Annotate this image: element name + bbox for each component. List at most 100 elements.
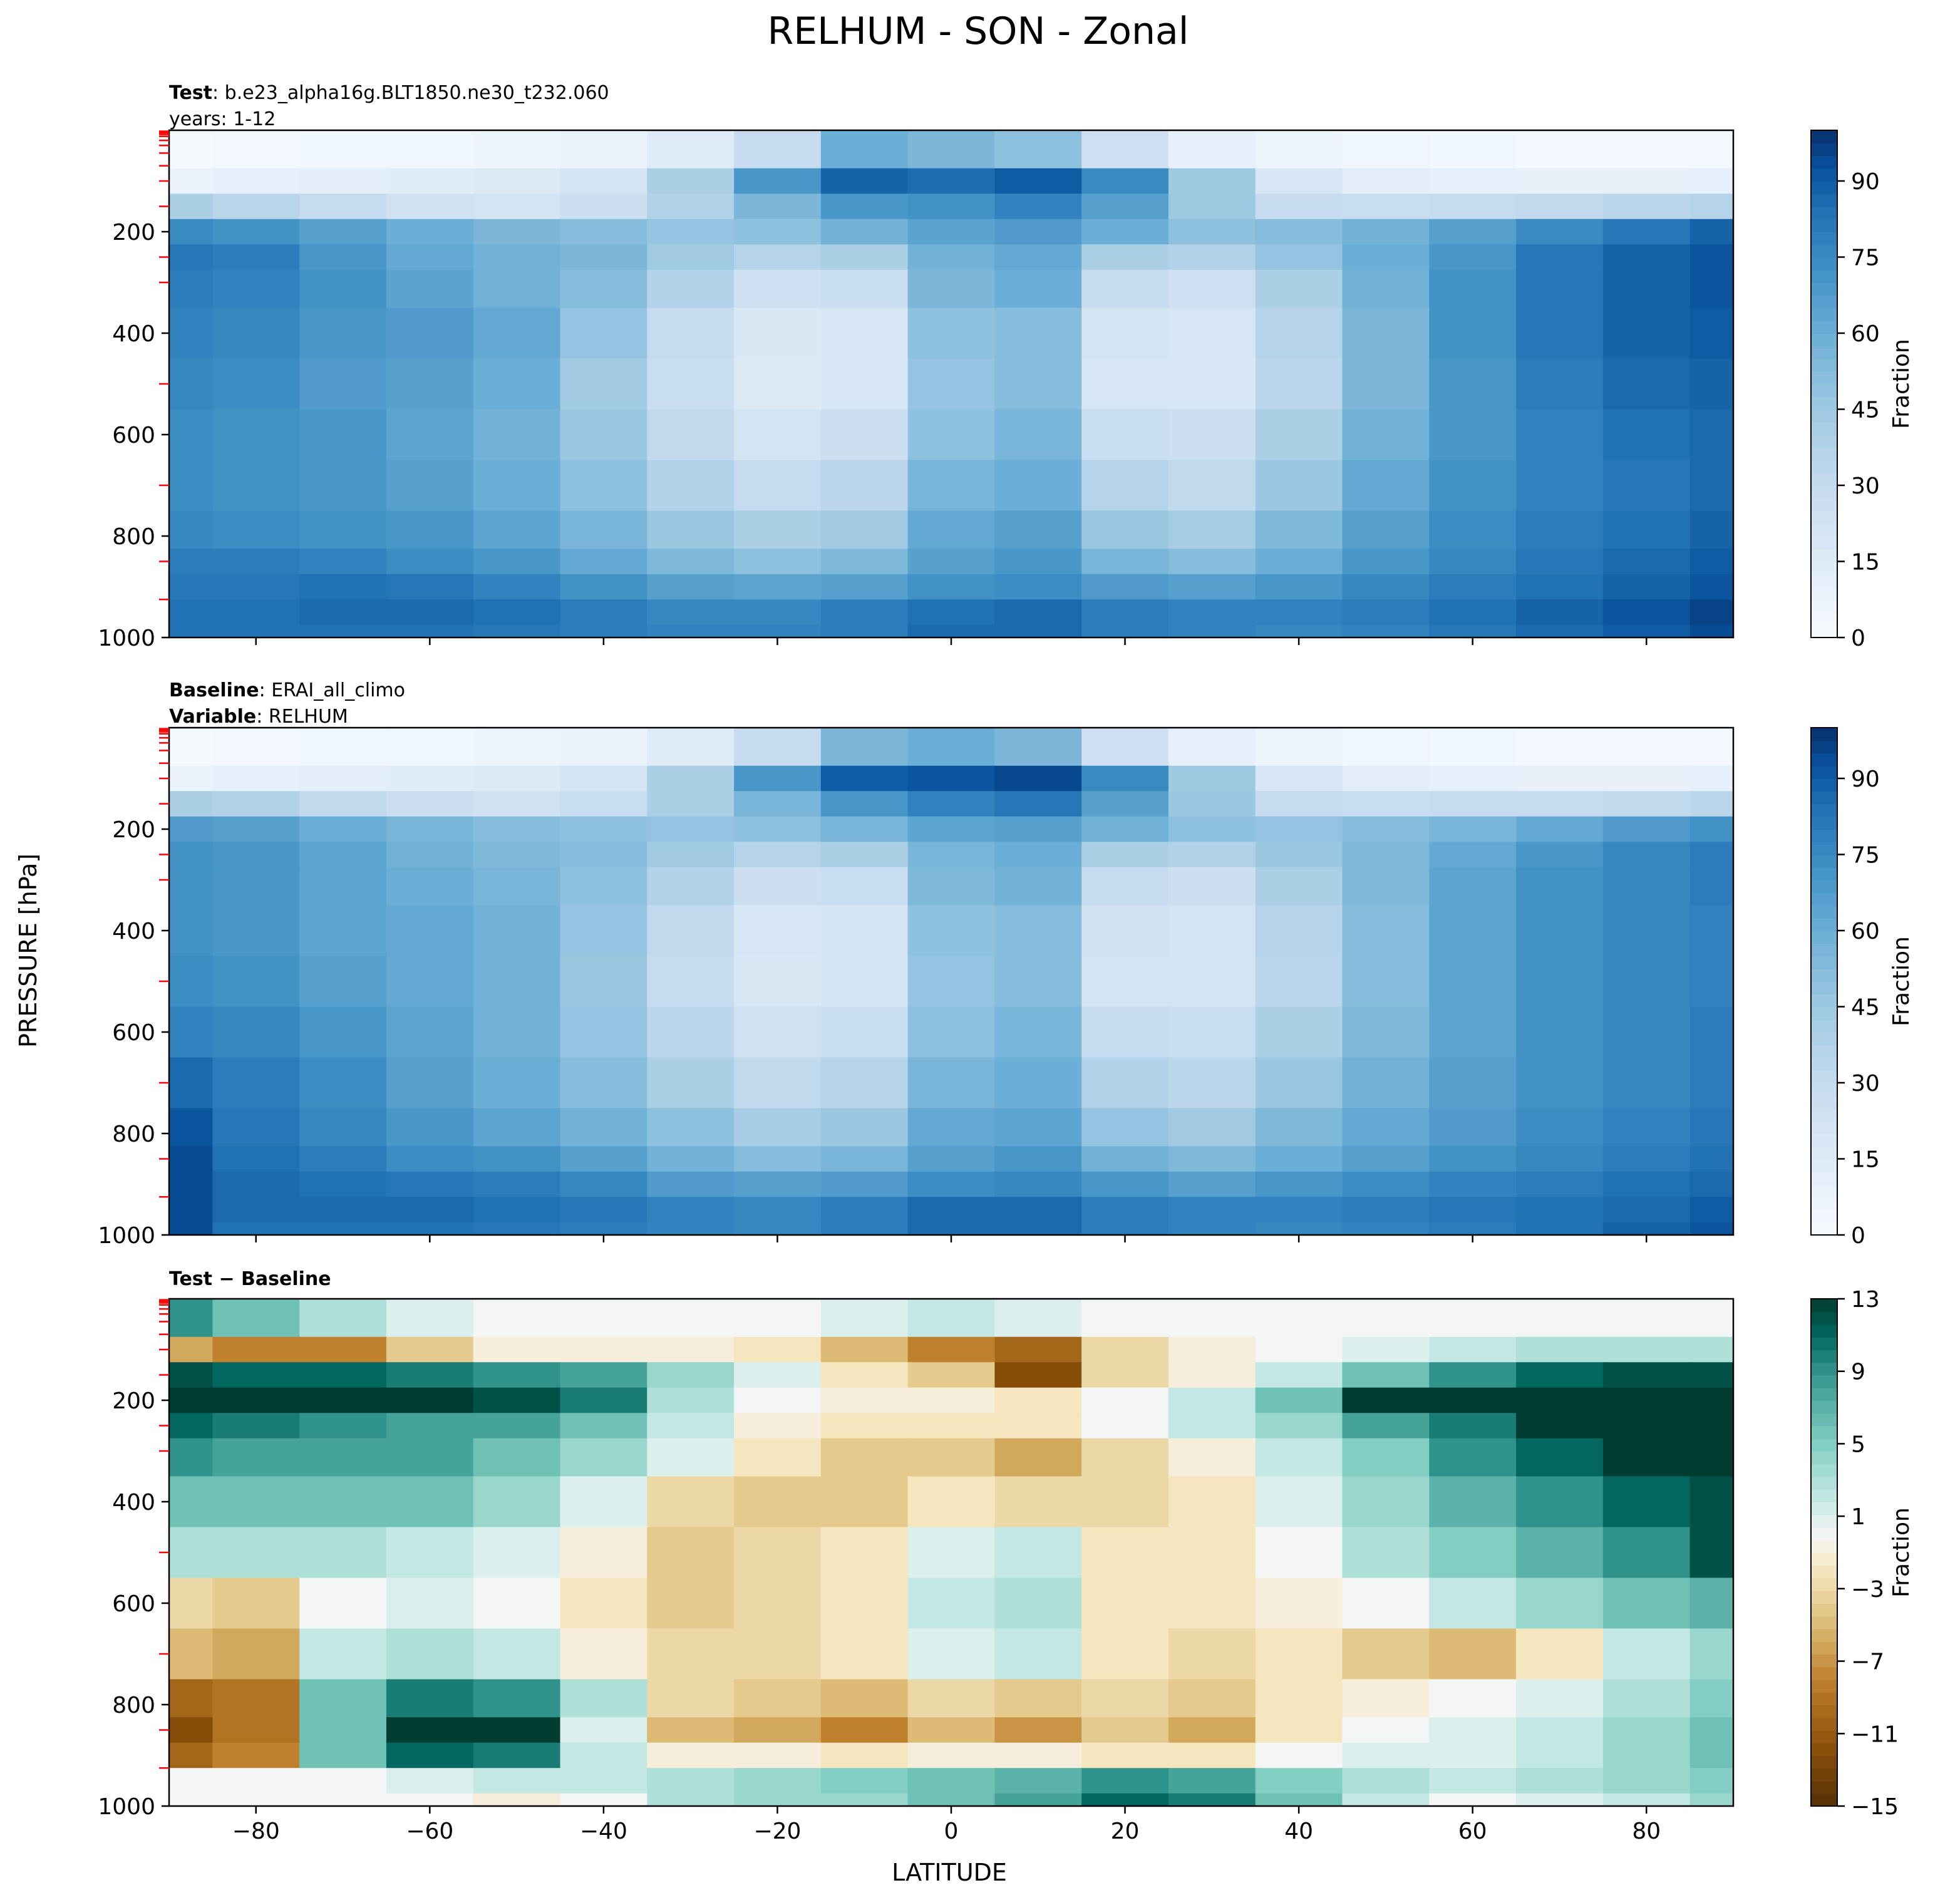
heatmap-cell bbox=[1602, 219, 1691, 245]
heatmap-cell bbox=[299, 791, 387, 817]
heatmap-cell bbox=[212, 1146, 301, 1172]
heatmap-cell bbox=[1429, 358, 1517, 410]
heatmap-cell bbox=[647, 956, 735, 1008]
colorbar-segment bbox=[1811, 1438, 1837, 1452]
heatmap-cell bbox=[907, 1336, 996, 1363]
heatmap-cell bbox=[1342, 460, 1430, 512]
heatmap-cell bbox=[1429, 1628, 1517, 1680]
colorbar-segment bbox=[1811, 1691, 1837, 1705]
heatmap-cell bbox=[734, 1717, 822, 1743]
heatmap-cell bbox=[820, 842, 909, 868]
heatmap-cell bbox=[1429, 219, 1517, 245]
heatmap-cell bbox=[1168, 1362, 1256, 1388]
heatmap-cell bbox=[1342, 1057, 1430, 1109]
panel-label: years: 1-12 bbox=[169, 108, 276, 130]
heatmap-cell bbox=[299, 1628, 387, 1680]
heatmap-cell bbox=[1689, 1793, 1733, 1806]
heatmap-cell bbox=[1516, 1438, 1604, 1477]
heatmap-cell bbox=[560, 1527, 648, 1579]
heatmap-cell bbox=[1429, 791, 1517, 817]
heatmap-cell bbox=[1081, 1362, 1169, 1388]
heatmap-cell bbox=[1255, 1628, 1343, 1680]
heatmap-cell bbox=[1429, 409, 1517, 461]
heatmap-cell bbox=[1689, 791, 1733, 817]
heatmap-cell bbox=[1602, 269, 1691, 309]
heatmap-cell bbox=[994, 1171, 1083, 1198]
heatmap-cell bbox=[386, 219, 474, 245]
heatmap-cell bbox=[1168, 1057, 1256, 1109]
colorbar-segment bbox=[1811, 1095, 1837, 1109]
heatmap-cell bbox=[169, 244, 214, 271]
heatmap-cell bbox=[1689, 1413, 1733, 1439]
panel-test: Test: b.e23_alpha16g.BLT1850.ne30_t232.0… bbox=[98, 82, 1914, 651]
heatmap-cell bbox=[1689, 1476, 1733, 1528]
heatmap-cell bbox=[473, 244, 561, 271]
colorbar-segment bbox=[1811, 1222, 1837, 1236]
heatmap-cell bbox=[1516, 1057, 1604, 1109]
colorbar-segment bbox=[1811, 1679, 1837, 1693]
heatmap-cell bbox=[1602, 510, 1691, 550]
colorbar-segment bbox=[1811, 791, 1837, 805]
heatmap-cell bbox=[1255, 194, 1343, 220]
x-tick-label: 80 bbox=[1632, 1819, 1661, 1844]
heatmap-cell bbox=[212, 1679, 301, 1718]
heatmap-cell bbox=[299, 956, 387, 1008]
heatmap-cell bbox=[1342, 599, 1430, 626]
heatmap-cell bbox=[734, 1742, 822, 1769]
heatmap-cell bbox=[994, 1793, 1083, 1806]
colorbar-tick-label: 75 bbox=[1851, 245, 1880, 271]
colorbar-segment bbox=[1811, 612, 1837, 626]
heatmap-cell bbox=[1342, 307, 1430, 359]
colorbar-segment bbox=[1811, 1019, 1837, 1033]
heatmap-cell bbox=[473, 269, 561, 309]
heatmap-cell bbox=[1255, 816, 1343, 843]
heatmap-cell bbox=[212, 307, 301, 359]
contour-field bbox=[169, 728, 1733, 1235]
colorbar-segment bbox=[1811, 816, 1837, 830]
heatmap-cell bbox=[820, 791, 909, 817]
heatmap-cell bbox=[820, 867, 909, 906]
heatmap-cell bbox=[907, 1768, 996, 1794]
heatmap-cell bbox=[1689, 194, 1733, 220]
heatmap-cell bbox=[386, 1476, 474, 1528]
panel-label-value: : RELHUM bbox=[256, 706, 348, 728]
heatmap-cell bbox=[560, 1438, 648, 1477]
x-tick-label: −80 bbox=[232, 1819, 280, 1844]
heatmap-cell bbox=[299, 1197, 387, 1223]
y-tick-label: 400 bbox=[112, 321, 155, 347]
heatmap-cell bbox=[299, 1299, 387, 1338]
heatmap-cell bbox=[1255, 1057, 1343, 1109]
heatmap-cell bbox=[1081, 1438, 1169, 1477]
colorbar-segment bbox=[1811, 1590, 1837, 1604]
heatmap-cell bbox=[1602, 816, 1691, 843]
colorbar-tick-label: 15 bbox=[1851, 1147, 1880, 1173]
panel-label-key: Baseline bbox=[169, 679, 259, 701]
colorbar-segment bbox=[1811, 1146, 1837, 1160]
heatmap-cell bbox=[1081, 905, 1169, 957]
heatmap-cell bbox=[994, 269, 1083, 309]
heatmap-cell bbox=[1255, 1717, 1343, 1743]
heatmap-cell bbox=[994, 1577, 1083, 1629]
heatmap-cell bbox=[212, 460, 301, 512]
colorbar-segment bbox=[1811, 168, 1837, 182]
colorbar-label: Fraction bbox=[1889, 936, 1914, 1026]
heatmap-cell bbox=[169, 130, 214, 169]
heatmap-cell bbox=[1168, 1006, 1256, 1058]
heatmap-cell bbox=[1168, 1336, 1256, 1363]
y-tick-label: 1000 bbox=[98, 1223, 155, 1249]
heatmap-cell bbox=[820, 409, 909, 461]
heatmap-cell bbox=[1689, 816, 1733, 843]
x-tick-label: 20 bbox=[1111, 1819, 1140, 1844]
heatmap-cell bbox=[386, 624, 474, 638]
heatmap-cell bbox=[1255, 1171, 1343, 1198]
colorbar-segment bbox=[1811, 269, 1837, 283]
heatmap-cell bbox=[1081, 307, 1169, 359]
heatmap-cell bbox=[1255, 510, 1343, 550]
heatmap-cell bbox=[734, 219, 822, 245]
heatmap-cell bbox=[169, 1146, 214, 1172]
heatmap-cell bbox=[1168, 307, 1256, 359]
heatmap-cell bbox=[820, 510, 909, 550]
heatmap-cell bbox=[1342, 956, 1430, 1008]
heatmap-cell bbox=[994, 905, 1083, 957]
heatmap-cell bbox=[1081, 1387, 1169, 1414]
